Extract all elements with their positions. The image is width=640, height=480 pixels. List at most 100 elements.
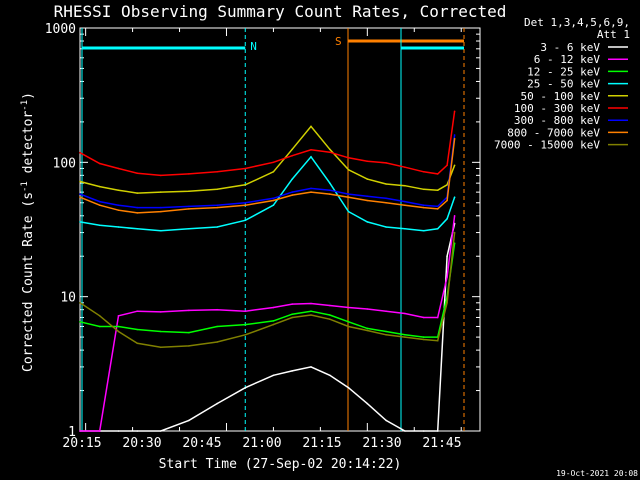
series-point (404, 334, 406, 336)
series-point (244, 310, 247, 313)
legend-label: 800 - 7000 keV (507, 126, 600, 139)
chart-title: RHESSI Observing Summary Count Rates, Co… (54, 2, 507, 21)
series-point (422, 316, 425, 319)
series-point (347, 386, 350, 389)
series-line-4 (79, 125, 456, 194)
series-point (136, 192, 139, 194)
series-point (98, 185, 101, 188)
series-point (347, 210, 350, 213)
y-tick-label: 100 (53, 156, 76, 171)
series-point (79, 196, 81, 198)
series-point (216, 226, 218, 228)
series-point (436, 208, 439, 210)
series-point (79, 321, 81, 323)
series-group (79, 110, 456, 432)
series-point (98, 430, 101, 432)
series-point (216, 402, 218, 405)
series-point (404, 312, 406, 315)
series-point (385, 197, 387, 200)
y-tick-label: 10 (60, 291, 76, 306)
series-point (98, 315, 101, 317)
series-point (291, 316, 294, 319)
series-point (404, 430, 406, 432)
series-point (79, 151, 81, 154)
series-point (188, 205, 190, 208)
series-point (244, 202, 247, 204)
x-tick-label: 21:00 (242, 436, 281, 451)
series-point (404, 228, 406, 230)
series-point (422, 336, 425, 338)
series-point (446, 218, 448, 220)
series-point (98, 204, 101, 206)
series-point (216, 341, 218, 343)
series-point (329, 314, 331, 316)
series-point (446, 184, 448, 186)
series-point (291, 313, 294, 316)
series-point (160, 229, 162, 232)
series-point (117, 430, 120, 432)
series-point (79, 193, 81, 195)
series-point (216, 188, 218, 191)
series-point (329, 193, 331, 195)
series-point (136, 172, 139, 174)
series-point (291, 148, 294, 151)
series-point (216, 325, 218, 328)
series-point (453, 164, 456, 167)
series-point (329, 151, 331, 153)
series-point (436, 339, 439, 342)
series-point (385, 183, 387, 185)
series-point (188, 208, 190, 210)
x-tick-label: 21:45 (422, 436, 461, 451)
series-point (136, 328, 139, 331)
series-line-7 (79, 138, 456, 214)
series-point (422, 188, 425, 191)
series-point (98, 200, 101, 203)
series-point (79, 180, 81, 183)
series-point (422, 206, 425, 209)
series-point (272, 161, 275, 164)
footer-date: 19-Oct-2021 20:08 (556, 469, 638, 478)
series-point (244, 323, 247, 326)
series-line-3 (79, 155, 456, 232)
series-point (136, 430, 139, 432)
series-point (291, 191, 294, 193)
y-axis-label: Corrected Count Rate (s-1 detector-1) (20, 92, 36, 372)
series-point (453, 231, 456, 234)
series-point (272, 171, 275, 173)
series-point (310, 191, 312, 193)
series-point (404, 200, 406, 203)
series-point (136, 342, 139, 345)
series-point (422, 229, 425, 232)
series-point (117, 315, 120, 317)
series-point (244, 167, 247, 170)
series-point (310, 366, 312, 368)
series-point (385, 330, 387, 333)
series-point (136, 206, 139, 209)
series-point (272, 204, 275, 206)
series-point (385, 334, 387, 336)
series-point (453, 137, 456, 140)
series-point (329, 304, 331, 307)
series-point (329, 189, 331, 191)
series-point (329, 182, 331, 184)
series-point (291, 154, 294, 157)
series-point (188, 331, 190, 334)
series-line-8 (79, 232, 456, 349)
night-label: N (250, 40, 257, 53)
series-point (160, 430, 162, 432)
series-point (404, 204, 406, 206)
series-point (347, 321, 350, 323)
series-point (188, 173, 190, 175)
series-point (188, 419, 190, 422)
series-point (216, 171, 218, 173)
series-point (385, 419, 387, 422)
series-point (329, 148, 331, 151)
series-point (188, 309, 190, 312)
series-point (422, 171, 425, 173)
legend-header-1: Det 1,3,4,5,6,9, (524, 16, 630, 29)
series-point (404, 166, 406, 168)
series-point (272, 197, 275, 200)
series-point (117, 325, 120, 328)
